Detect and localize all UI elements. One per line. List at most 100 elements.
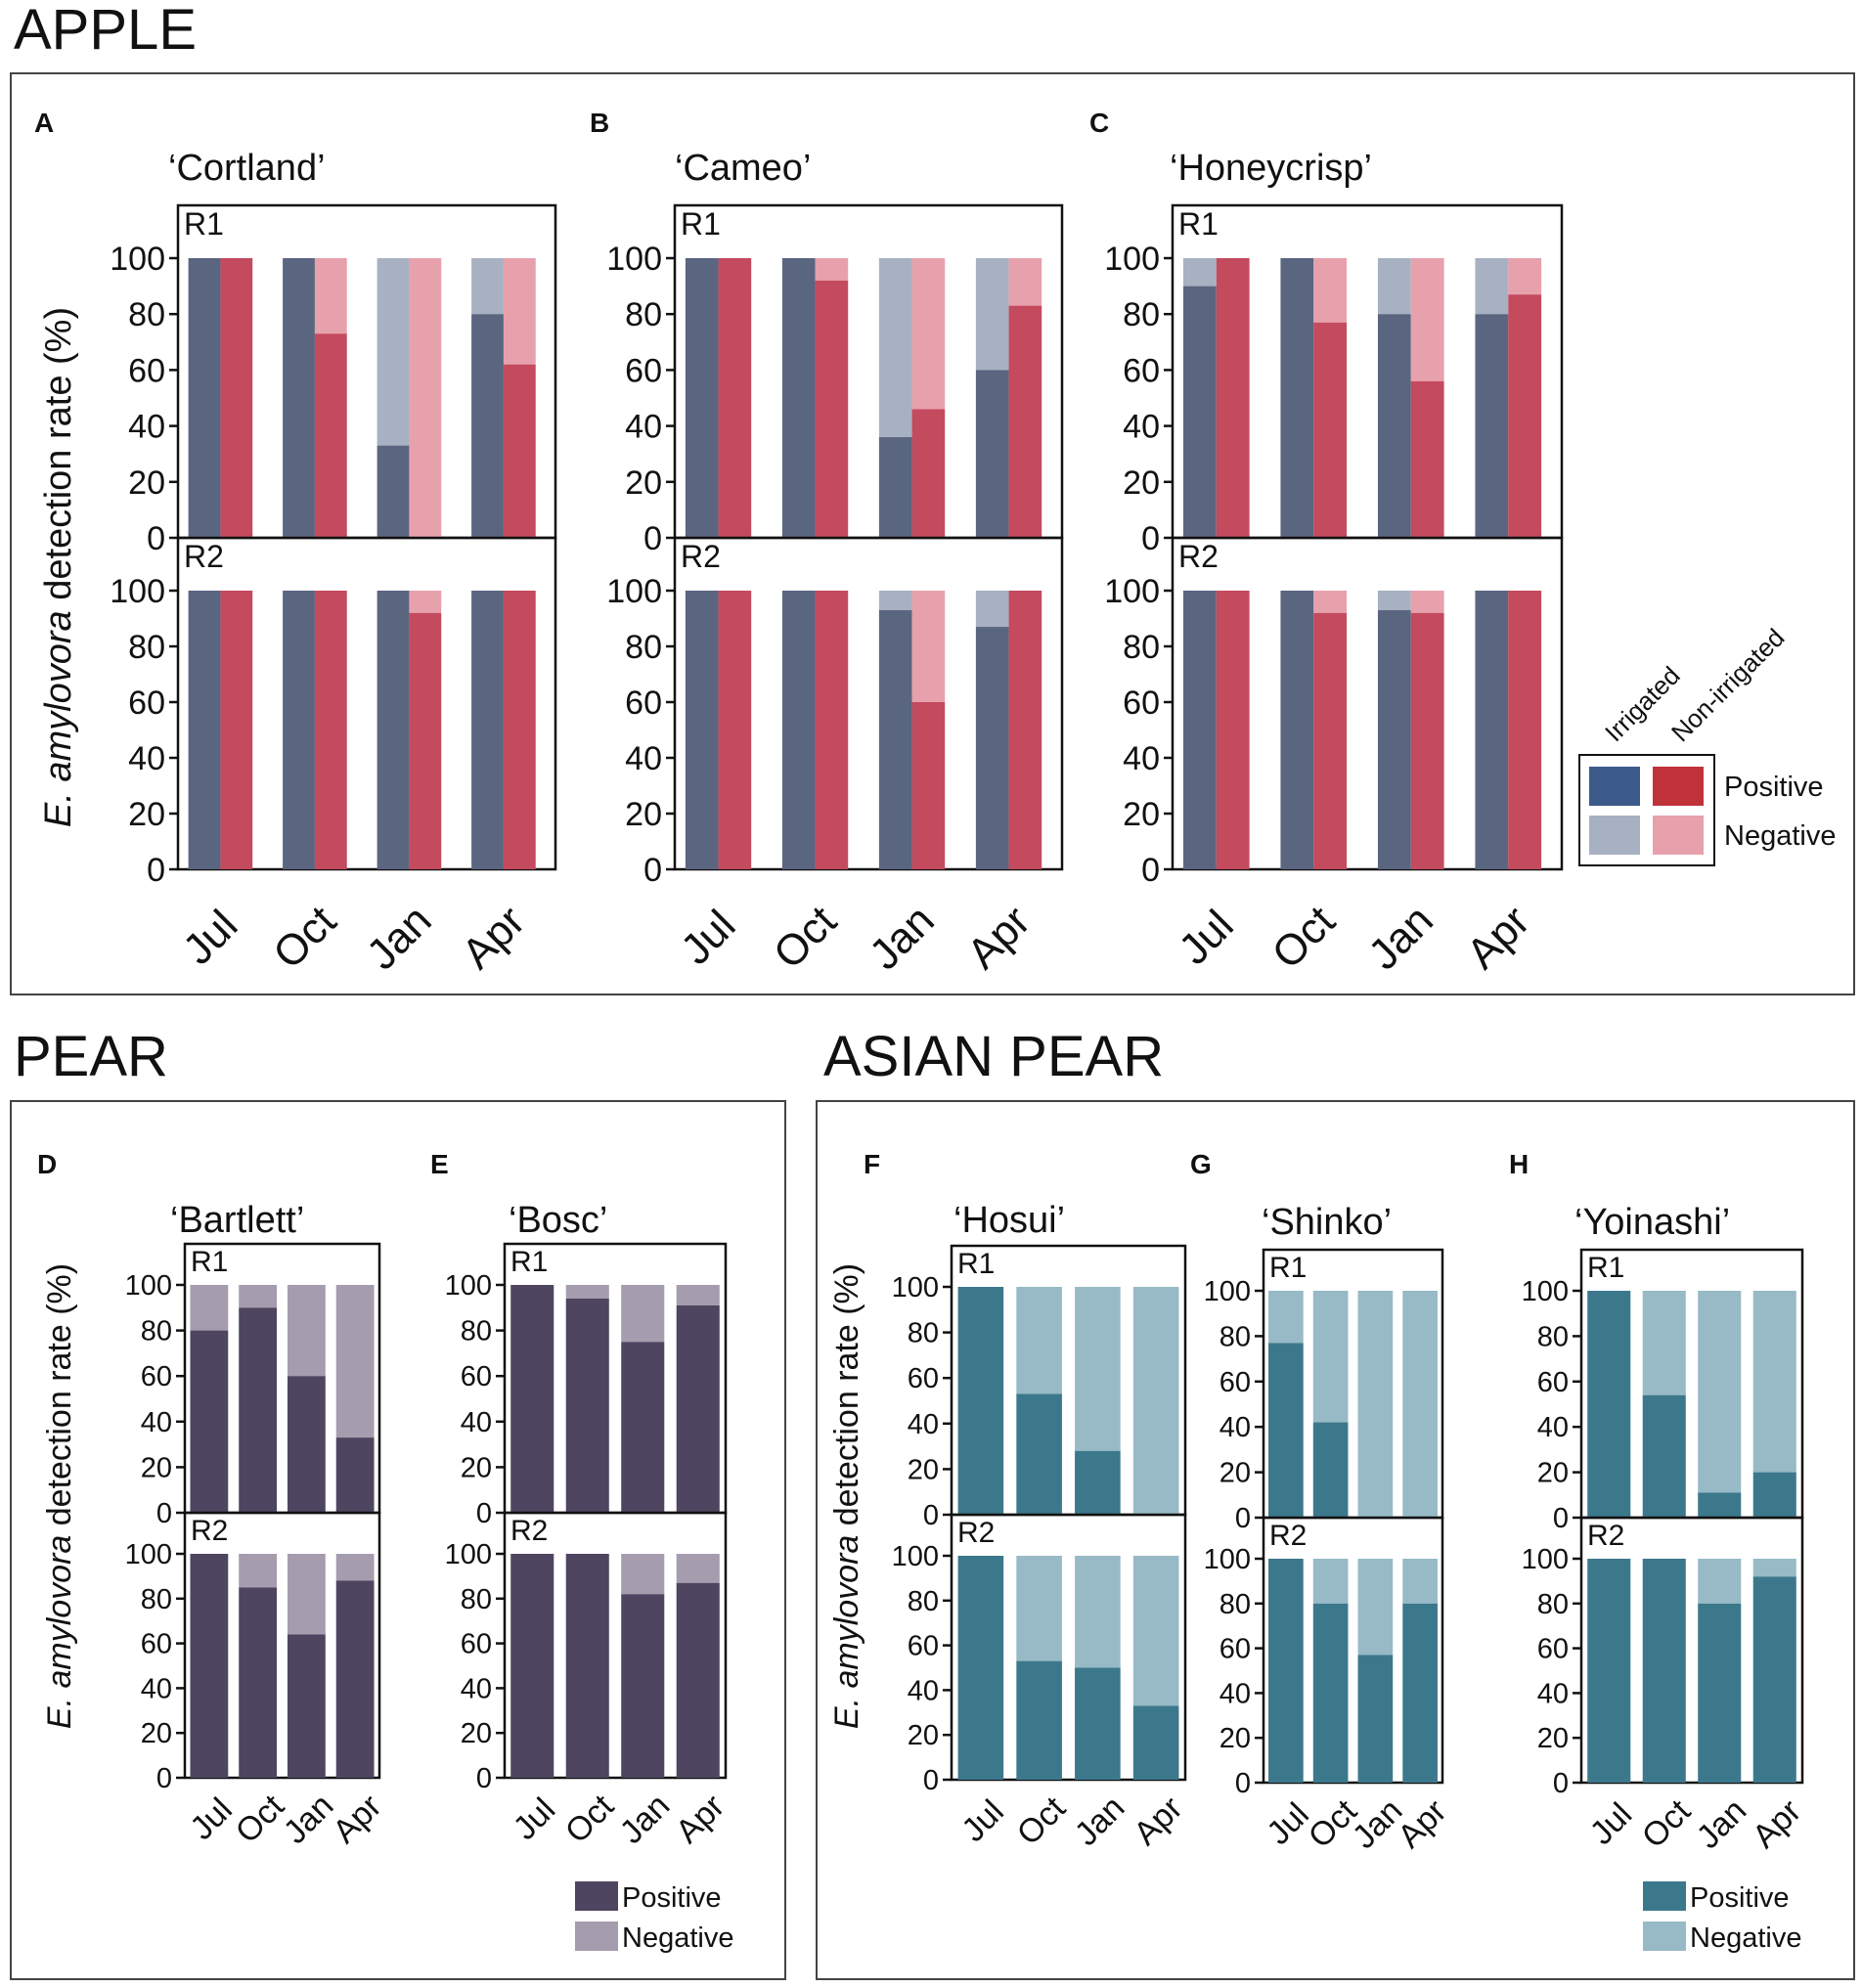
apple-y-axis-label: E. amylovora detection rate (%)	[38, 307, 79, 827]
y-tick-label: 20	[1123, 796, 1160, 833]
y-tick-label: 40	[625, 740, 662, 777]
bar-irrigated-positive-jan	[377, 445, 410, 538]
x-tick-label-jan: Jan	[1690, 1791, 1754, 1856]
y-tick-label: 100	[1204, 1276, 1251, 1307]
bar-nonirrigated-positive-jul	[1216, 591, 1250, 869]
panel-b-letter: B	[590, 108, 609, 138]
replicate-label: R2	[681, 539, 721, 574]
x-tick-label-jul: Jul	[954, 1792, 1011, 1849]
x-tick-label-apr: Apr	[1457, 897, 1538, 978]
replicate-label: R2	[1587, 1520, 1624, 1552]
y-tick-label: 0	[923, 1500, 939, 1531]
y-tick-label: 20	[1219, 1723, 1251, 1754]
panel-d: D ‘Bartlett’ R1 0 20 40 60 80 100 R2 0 20 40 60 80 100 J…	[37, 1149, 388, 1851]
panel-e-letter: E	[430, 1149, 449, 1179]
x-tick-label-apr: Apr	[669, 1788, 732, 1850]
panel-f: F ‘Hosui’ R1 0 20 40 60 80 100 R2 0 20 40 60 80 100 JulO…	[864, 1149, 1189, 1853]
x-tick-label-jul: Jul	[507, 1790, 563, 1847]
y-tick-label: 100	[1104, 573, 1160, 610]
x-tick-label-jan: Jan	[1068, 1789, 1132, 1853]
bar-nonirrigated-positive-jan	[911, 702, 946, 869]
y-tick-label: 60	[1123, 352, 1160, 389]
bar-positive-apr	[676, 1582, 720, 1778]
bar-negative-apr	[676, 1285, 720, 1305]
bar-negative-oct	[239, 1554, 278, 1588]
replicate-label: R1	[1178, 206, 1219, 242]
panel-f-title: ‘Hosui’	[953, 1200, 1065, 1241]
chart-panels: A ‘Cortland’ R1 0 20 40 60 80 100 R2 0 20 40 60 80 100 J…	[34, 108, 1808, 1856]
bar-positive-oct	[1312, 1422, 1349, 1518]
x-tick-label-jan: Jan	[358, 896, 441, 979]
bar-positive-jan	[287, 1376, 326, 1513]
bar-positive-jan	[1075, 1450, 1121, 1515]
panel-f-r2-frame	[950, 1513, 1187, 1782]
y-tick-label: 80	[1123, 296, 1160, 333]
y-tick-label: 0	[476, 1498, 492, 1529]
y-tick-label: 20	[128, 464, 165, 502]
y-tick-label: 80	[908, 1586, 939, 1617]
replicate-label: R1	[957, 1248, 995, 1280]
y-tick-label: 0	[1141, 520, 1160, 557]
bar-negative-apr	[1132, 1287, 1179, 1515]
asian-legend-negative-label: Negative	[1690, 1922, 1801, 1954]
y-tick-label: 60	[1219, 1367, 1251, 1398]
bar-positive-jul	[957, 1287, 1004, 1515]
pear-legend-positive-label: Positive	[622, 1882, 722, 1914]
panel-a-letter: A	[34, 108, 54, 138]
bar-nonirrigated-positive-jul	[220, 258, 253, 538]
panel-g-r1: R1 0 20 40 60 80 100	[1204, 1248, 1444, 1534]
bar-negative-jan	[1075, 1287, 1121, 1451]
y-tick-label: 60	[625, 352, 662, 389]
bar-nonirrigated-negative-apr	[503, 258, 536, 365]
y-tick-label: 0	[1235, 1503, 1251, 1534]
bar-nonirrigated-negative-apr	[1008, 258, 1042, 306]
legend-swatch-irrigated-negative	[1589, 816, 1640, 855]
bar-negative-jul	[190, 1285, 229, 1331]
section-title-pear: PEAR	[14, 1025, 168, 1088]
bar-nonirrigated-positive-oct	[314, 333, 347, 538]
panel-b-title: ‘Cameo’	[675, 148, 811, 189]
panel-c-letter: C	[1089, 108, 1109, 138]
y-tick-label: 0	[643, 520, 662, 557]
bar-negative-oct	[1016, 1556, 1062, 1661]
panel-b-r1: R1 0 20 40 60 80 100	[606, 203, 1064, 557]
y-tick-label: 100	[606, 241, 662, 278]
y-tick-label: 100	[110, 241, 165, 278]
panel-g-r2: R2 0 20 40 60 80 100	[1204, 1516, 1444, 1799]
y-tick-label: 60	[1219, 1634, 1251, 1665]
bar-positive-jan	[621, 1594, 665, 1778]
y-tick-label: 20	[625, 464, 662, 502]
legend-swatch-nonirrigated-positive	[1653, 767, 1704, 806]
bar-negative-jan	[1357, 1559, 1394, 1656]
y-tick-label: 40	[908, 1409, 939, 1440]
y-tick-label: 40	[1537, 1678, 1569, 1709]
bar-nonirrigated-negative-oct	[1313, 258, 1348, 323]
y-tick-label: 80	[461, 1584, 492, 1615]
bar-nonirrigated-positive-jul	[1216, 258, 1250, 538]
x-tick-label-jul: Jul	[174, 902, 246, 974]
bar-nonirrigated-negative-oct	[815, 258, 849, 281]
bar-irrigated-positive-jul	[188, 591, 221, 869]
bar-negative-jan	[287, 1554, 326, 1635]
bar-irrigated-negative-apr	[1475, 258, 1509, 315]
bar-irrigated-negative-apr	[975, 258, 1009, 371]
panel-e-r1: R1 0 20 40 60 80 100	[445, 1242, 728, 1529]
bar-nonirrigated-positive-jul	[718, 258, 752, 538]
bar-positive-apr	[335, 1580, 375, 1778]
bar-nonirrigated-positive-jul	[718, 591, 752, 869]
y-tick-label: 80	[1123, 629, 1160, 666]
bar-negative-jan	[1357, 1291, 1394, 1518]
panel-b-r2: R2 0 20 40 60 80 100	[606, 536, 1064, 889]
panel-g-title: ‘Shinko’	[1262, 1202, 1392, 1243]
bar-negative-apr	[1132, 1556, 1179, 1706]
bar-irrigated-positive-jan	[1377, 314, 1411, 538]
replicate-label: R1	[1269, 1252, 1307, 1284]
bar-nonirrigated-negative-jan	[409, 258, 442, 538]
panel-c-r1: R1 0 20 40 60 80 100	[1104, 203, 1564, 557]
y-tick-label: 60	[141, 1361, 172, 1392]
bar-positive-jul	[190, 1554, 229, 1778]
bar-nonirrigated-positive-jan	[1410, 380, 1444, 538]
y-tick-label: 100	[110, 573, 165, 610]
bar-positive-jul	[1587, 1291, 1631, 1518]
bar-irrigated-positive-jul	[1182, 286, 1217, 538]
